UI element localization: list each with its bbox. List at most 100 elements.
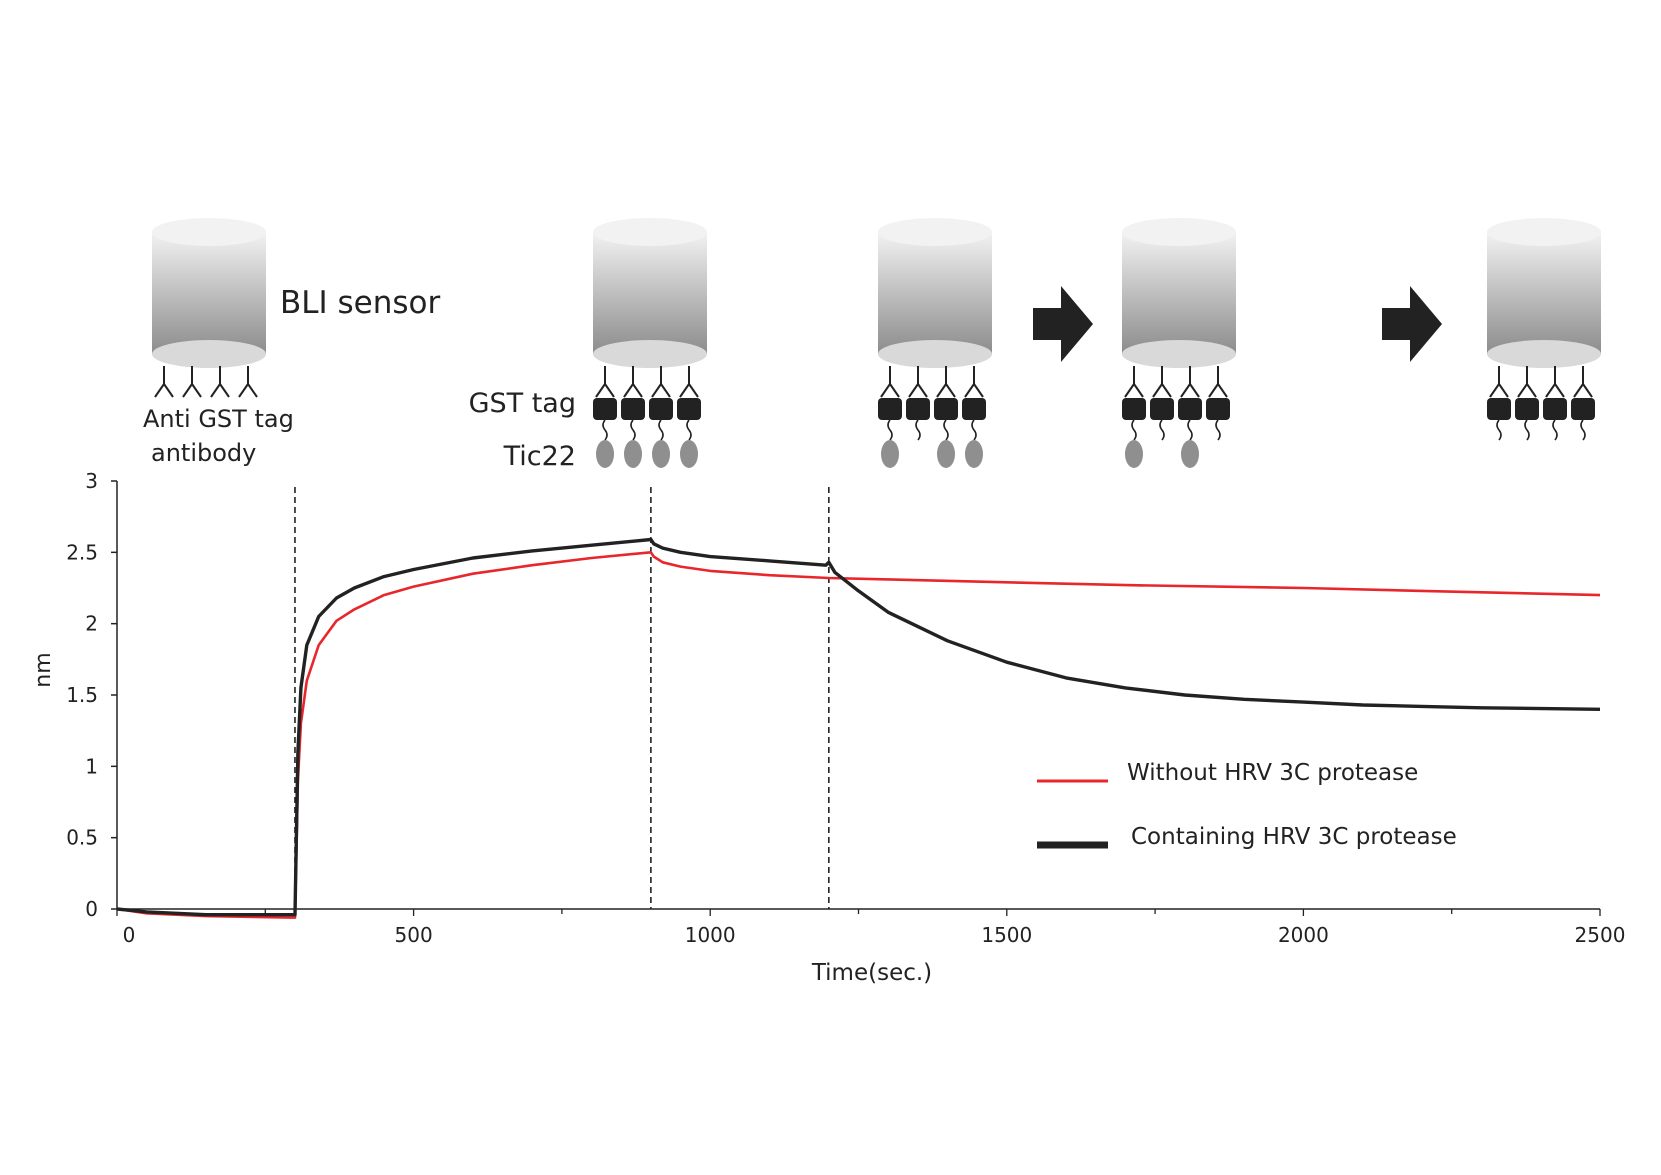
antibody-icon: [595, 366, 615, 398]
sensor-tip: [1122, 340, 1236, 368]
sensor-top: [1487, 218, 1601, 246]
tic22-icon: [652, 440, 670, 468]
y-tick-label: 1.5: [66, 683, 98, 707]
sensor-stage-5: [1487, 218, 1601, 441]
x-tick-label: 2500: [1575, 923, 1626, 947]
sensor-body: [593, 232, 707, 354]
y-tick-label: 2.5: [66, 540, 98, 564]
legend-label-containing: Containing HRV 3C protease: [1131, 824, 1457, 850]
linker-icon: [971, 419, 977, 441]
gst-tag-icon: [1206, 398, 1230, 420]
series-line-without-protease: [116, 550, 1601, 919]
linker-icon: [602, 419, 608, 441]
antibody-icon: [210, 366, 230, 398]
antibody-icon: [1489, 366, 1509, 398]
sensor-body: [152, 232, 266, 354]
x-tick-label: 500: [395, 923, 433, 947]
gst-tag-icon: [1515, 398, 1539, 420]
sensor-tip: [152, 340, 266, 368]
x-tick-label: 1000: [685, 923, 736, 947]
tic22-icon: [1181, 440, 1199, 468]
linker-icon: [1524, 419, 1530, 441]
sensor-top: [152, 218, 266, 246]
linker-icon: [1159, 419, 1165, 441]
y-tick-label: 1: [85, 754, 98, 778]
gst-tag-icon: [1487, 398, 1511, 420]
antibody-icon: [1208, 366, 1228, 398]
antibody-icon: [651, 366, 671, 398]
antibody-icon: [238, 366, 258, 398]
binding-chart: 0 0.5 1 1.5 2 2.5 3 0 500 1000 1500 2000 2500 nm Ti…: [31, 469, 1625, 986]
linker-icon: [1131, 419, 1137, 441]
antibody-icon: [1124, 366, 1144, 398]
x-tick-label: 2000: [1278, 923, 1329, 947]
antibody-icon: [1573, 366, 1593, 398]
linker-icon: [887, 419, 893, 441]
sensor-body: [878, 232, 992, 354]
gst-tag-icon: [1543, 398, 1567, 420]
sensor-tip: [1487, 340, 1601, 368]
linker-icon: [1580, 419, 1586, 441]
gst-tag-icon: [1122, 398, 1146, 420]
gst-tag-icon: [1571, 398, 1595, 420]
linker-icon: [686, 419, 692, 441]
antibody-icon: [908, 366, 928, 398]
linker-icon: [915, 419, 921, 441]
gst-tag-icon: [1150, 398, 1174, 420]
antibody-icon: [623, 366, 643, 398]
antibody-icon: [936, 366, 956, 398]
sensor-body: [1487, 232, 1601, 354]
y-tick-label: 0: [85, 897, 98, 921]
sensor-body: [1122, 232, 1236, 354]
gst-tag-icon: [677, 398, 701, 420]
linker-icon: [1215, 419, 1221, 441]
antibody-icon: [679, 366, 699, 398]
antibody-icon: [182, 366, 202, 398]
y-tick-label: 2: [85, 612, 98, 636]
linker-icon: [658, 419, 664, 441]
y-tick-label: 0.5: [66, 826, 98, 850]
antibody-icon: [1152, 366, 1172, 398]
tic22-icon: [937, 440, 955, 468]
tic22-icon: [624, 440, 642, 468]
linker-icon: [1496, 419, 1502, 441]
sensor-stage-2: [593, 218, 707, 468]
antibody-icon: [1180, 366, 1200, 398]
series-line-containing-protease: [116, 537, 1601, 917]
gst-tag-label: GST tag: [469, 388, 576, 419]
sensor-stage-4: [1122, 218, 1236, 468]
linker-icon: [1552, 419, 1558, 441]
series-lines: [116, 537, 1601, 919]
gst-tag-icon: [1178, 398, 1202, 420]
x-tick-label: 0: [123, 923, 136, 947]
phase-dividers: [294, 487, 830, 909]
sensor-top: [878, 218, 992, 246]
gst-tag-icon: [906, 398, 930, 420]
tic22-icon: [680, 440, 698, 468]
gst-tag-icon: [621, 398, 645, 420]
x-ticks: 0 500 1000 1500 2000 2500: [116, 909, 1626, 947]
linker-icon: [630, 419, 636, 441]
linker-icon: [943, 419, 949, 441]
antibody-label-line2: antibody: [151, 439, 256, 467]
sensor-tip: [878, 340, 992, 368]
gst-tag-icon: [962, 398, 986, 420]
tic22-icon: [881, 440, 899, 468]
gst-tag-icon: [593, 398, 617, 420]
sensor-stage-3: [878, 218, 992, 468]
antibody-label-line1: Anti GST tag: [143, 405, 294, 433]
sensor-tip: [593, 340, 707, 368]
sensor-stage-1: [152, 218, 266, 398]
linker-icon: [1187, 419, 1193, 441]
x-tick-label: 1500: [981, 923, 1032, 947]
schematic: [152, 218, 1601, 468]
bli-sensor-label: BLI sensor: [280, 285, 441, 321]
tic22-label: Tic22: [503, 441, 576, 472]
antibody-icon: [964, 366, 984, 398]
antibody-icon: [1545, 366, 1565, 398]
right-arrow-icon: [1033, 286, 1093, 362]
y-axis-label: nm: [31, 652, 56, 687]
legend-label-without: Without HRV 3C protease: [1127, 760, 1418, 786]
gst-tag-icon: [934, 398, 958, 420]
